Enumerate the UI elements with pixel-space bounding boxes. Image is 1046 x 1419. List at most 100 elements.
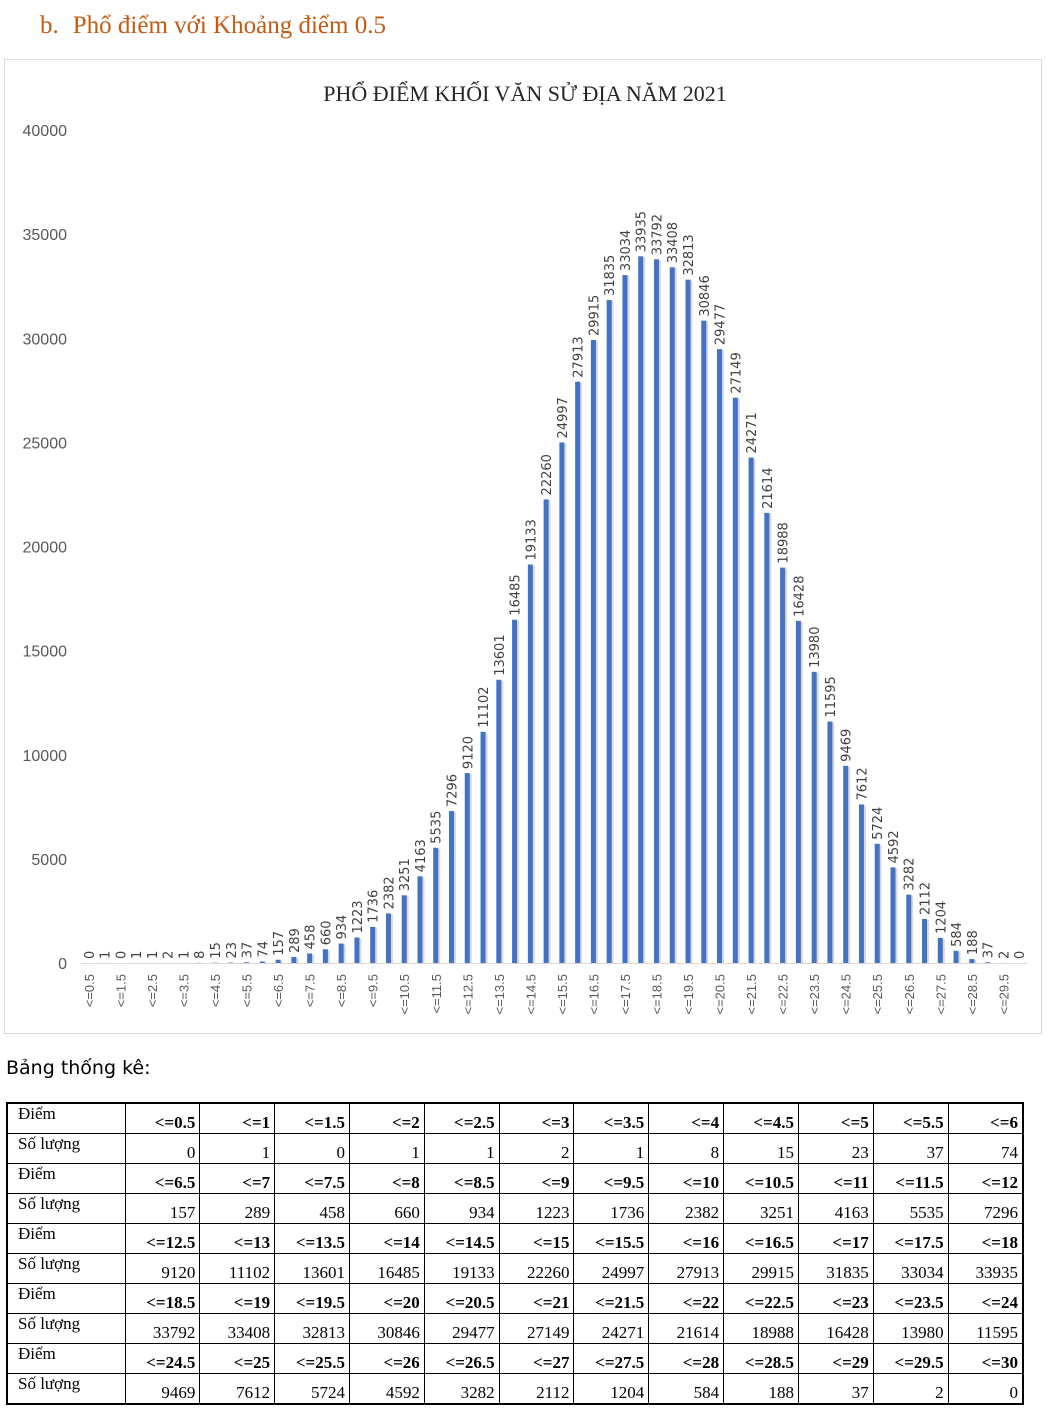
count-cell: 18988 — [723, 1313, 799, 1344]
bar — [638, 256, 644, 964]
score-cell: <=14.5 — [423, 1223, 500, 1254]
score-cell: <=13.5 — [274, 1223, 350, 1254]
chart-area: PHỔ ĐIỂM KHỐI VĂN SỬ ĐỊA NĂM 2021 0 5000 1… — [4, 59, 1042, 1034]
y-tick-label: 30000 — [23, 331, 68, 348]
x-tick-label: <=0.5 — [82, 974, 97, 1007]
x-tick-label: <=9.5 — [366, 974, 381, 1007]
count-cell: 29915 — [723, 1253, 799, 1284]
count-cell: 157 — [124, 1193, 201, 1224]
bar — [401, 895, 407, 963]
score-cell: <=1 — [199, 1102, 276, 1134]
count-cell: 29477 — [423, 1313, 500, 1344]
bar — [843, 765, 849, 963]
value-label: 37 — [241, 942, 256, 959]
count-cell: 0 — [947, 1373, 1024, 1405]
bar — [827, 721, 833, 963]
bar — [606, 300, 612, 963]
value-label: 7612 — [855, 767, 870, 800]
score-cell: <=14 — [348, 1223, 425, 1254]
bar-chart: PHỔ ĐIỂM KHỐI VĂN SỬ ĐỊA NĂM 2021 0 5000 1… — [23, 81, 1029, 1015]
value-label: 23 — [225, 942, 240, 959]
value-label: 32813 — [682, 234, 697, 275]
bar — [496, 679, 502, 963]
x-tick-label: <=6.5 — [271, 974, 286, 1007]
x-tick-label: <=27.5 — [933, 974, 948, 1015]
y-tick-label: 15000 — [23, 644, 68, 661]
score-cell: <=27 — [498, 1343, 575, 1374]
count-cell: 458 — [274, 1193, 350, 1224]
count-cell: 5724 — [274, 1373, 350, 1405]
count-cell: 33792 — [124, 1313, 201, 1344]
count-cell: 2382 — [648, 1193, 725, 1224]
value-label: 13601 — [493, 634, 508, 675]
count-cell: 37 — [872, 1133, 949, 1164]
score-cell: <=27.5 — [573, 1343, 650, 1374]
x-tick-label: <=21.5 — [744, 974, 759, 1015]
y-tick-label: 5000 — [31, 852, 67, 869]
value-label: 157 — [272, 931, 287, 956]
chart-title: PHỔ ĐIỂM KHỐI VĂN SỬ ĐỊA NĂM 2021 — [323, 81, 727, 106]
value-label: 74 — [256, 941, 271, 958]
count-cell: 13980 — [872, 1313, 949, 1344]
y-axis: 0 5000 10000 15000 20000 25000 30000 35000 40000 — [23, 123, 68, 973]
value-label: 31835 — [603, 255, 618, 296]
x-tick-label: <=29.5 — [996, 974, 1011, 1015]
count-cell: 8 — [648, 1133, 725, 1164]
section-heading: b. Phổ điểm với Khoảng điểm 0.5 — [40, 12, 386, 40]
count-cell: 2 — [872, 1373, 949, 1405]
bar — [985, 962, 991, 963]
count-cell: 660 — [348, 1193, 425, 1224]
value-label: 29477 — [714, 304, 729, 345]
score-row: Điểm <=18.5 <=19 <=19.5 <=20 <=20.5 <=21 <=21.5… — [6, 1283, 1024, 1314]
score-cell: <=3.5 — [573, 1102, 650, 1134]
score-row: Điểm <=0.5 <=1 <=1.5 <=2 <=2.5 <=3 <=3.5 <=4 <=4.… — [6, 1102, 1024, 1134]
value-label: 15 — [209, 942, 224, 959]
count-cell: 9469 — [124, 1373, 201, 1405]
value-label: 5535 — [430, 811, 445, 844]
count-cell: 1 — [423, 1133, 500, 1164]
score-cell: <=6 — [947, 1102, 1024, 1134]
x-tick-label: <=28.5 — [965, 974, 980, 1015]
count-cell: 27913 — [648, 1253, 725, 1284]
row-header-count: Số lượng — [6, 1373, 126, 1405]
y-tick-label: 40000 — [23, 123, 68, 140]
row-header-score: Điểm — [6, 1102, 126, 1134]
y-tick-label: 0 — [58, 956, 67, 973]
bar — [480, 731, 486, 963]
count-cell: 188 — [723, 1373, 799, 1405]
bar — [433, 847, 439, 963]
bar — [259, 961, 265, 963]
bar — [590, 340, 596, 963]
bar — [795, 620, 801, 963]
value-label: 9120 — [461, 736, 476, 769]
bar — [449, 811, 455, 963]
value-label: 7296 — [446, 774, 461, 807]
bar — [322, 949, 328, 963]
value-label: 9469 — [840, 729, 855, 762]
row-header-count: Số lượng — [6, 1313, 126, 1344]
x-tick-label: <=7.5 — [303, 974, 318, 1007]
bar — [953, 950, 959, 963]
bar — [969, 959, 975, 963]
count-cell: 32813 — [274, 1313, 350, 1344]
x-axis: <=0.5 <=1.5 <=2.5 <=3.5 <=4.5 <=5.5 <=6.5 <=7.5… — [81, 963, 1027, 1015]
value-label: 18988 — [777, 522, 792, 563]
value-label: 2382 — [382, 876, 397, 909]
count-cell: 3251 — [723, 1193, 799, 1224]
bar — [701, 320, 707, 963]
bar — [732, 397, 738, 963]
score-cell: <=23.5 — [872, 1283, 949, 1314]
score-cell: <=17.5 — [872, 1223, 949, 1254]
score-cell: <=24.5 — [124, 1343, 201, 1374]
value-label: 5724 — [871, 807, 886, 840]
count-cell: 33034 — [872, 1253, 949, 1284]
count-cell: 0 — [274, 1133, 350, 1164]
bar — [291, 956, 297, 963]
x-tick-label: <=5.5 — [240, 974, 255, 1007]
bar — [622, 275, 628, 963]
bar — [937, 937, 943, 963]
value-label: 1204 — [934, 901, 949, 934]
value-label: 188 — [966, 930, 981, 955]
score-cell: <=10.5 — [723, 1163, 799, 1194]
score-cell: <=21.5 — [573, 1283, 650, 1314]
